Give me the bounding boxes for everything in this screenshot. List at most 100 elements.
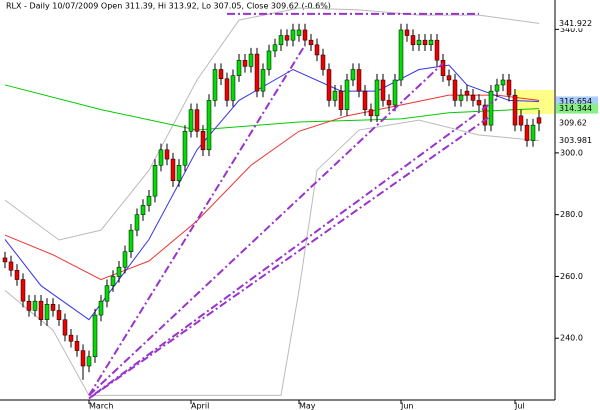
x-tick-label: Jun — [400, 402, 414, 410]
candle-body — [434, 39, 440, 61]
candle-body — [350, 69, 356, 81]
candle-body — [308, 39, 314, 46]
candle-body — [266, 50, 272, 70]
candle-body — [158, 149, 164, 166]
price-label: 314.344 — [559, 104, 592, 113]
candle-body — [56, 310, 62, 320]
y-tick-label: 340.0 — [560, 25, 583, 34]
candle-body — [74, 341, 80, 351]
candle-body — [248, 53, 254, 67]
candle-body — [428, 39, 434, 46]
candle-body — [482, 104, 488, 126]
candle-body — [386, 100, 392, 106]
x-tick-label: March — [89, 402, 113, 410]
candle-body — [254, 53, 260, 92]
candle-body — [452, 79, 458, 101]
candle-body — [362, 90, 368, 110]
x-tick-label: May — [299, 402, 316, 410]
candle-body — [470, 94, 476, 101]
y-tick-label: 300.0 — [560, 148, 583, 157]
candle-body — [218, 69, 224, 80]
candle-body — [272, 44, 278, 52]
candle-body — [92, 314, 98, 358]
chart-title: RLX - Daily 10/07/2009 Open 311.39, Hi 3… — [6, 2, 331, 11]
candle-body — [104, 285, 110, 302]
indicator-line — [4, 119, 540, 396]
candle-body — [44, 303, 50, 320]
price-box — [556, 103, 598, 114]
y-tick-label: 280.0 — [560, 210, 583, 219]
candle-body — [212, 69, 218, 101]
price-label: 316.654 — [559, 97, 592, 106]
candle-body — [38, 300, 44, 320]
price-box — [556, 96, 598, 107]
candle-body — [206, 100, 212, 151]
candle-body — [512, 94, 518, 126]
candle-body — [320, 54, 326, 70]
price-box — [556, 118, 598, 129]
candle-body — [284, 35, 290, 41]
candle-body — [506, 79, 512, 96]
candle-body — [314, 44, 320, 56]
trend-line — [88, 62, 444, 397]
price-label: 341.922 — [559, 19, 592, 28]
candle-body — [392, 79, 398, 106]
candle-body — [374, 79, 380, 117]
candle-body — [224, 78, 230, 101]
price-box — [556, 135, 598, 146]
price-box — [556, 18, 598, 29]
candle-body — [242, 59, 248, 67]
indicator-line — [4, 84, 540, 131]
candle-body — [116, 266, 122, 277]
candle-body — [446, 75, 452, 81]
candle-body — [440, 59, 446, 76]
candle-body — [194, 109, 200, 132]
candle-body — [404, 29, 410, 36]
candle-body — [236, 59, 242, 76]
candle-body — [170, 158, 176, 181]
candle-body — [146, 195, 152, 206]
candle-body — [176, 165, 182, 181]
candle-body — [86, 356, 92, 367]
candle-body — [368, 109, 374, 117]
candle-body — [458, 94, 464, 101]
candle-body — [32, 300, 38, 311]
candle-body — [230, 75, 236, 101]
candle-body — [518, 115, 524, 126]
candle-body — [164, 149, 170, 160]
candle-body — [380, 79, 386, 101]
candle-body — [2, 257, 8, 263]
candle-body — [344, 79, 350, 110]
y-tick-label: 260.0 — [560, 272, 583, 281]
candle-body — [530, 124, 536, 141]
candle-body — [140, 205, 146, 215]
x-tick-label: Jul — [514, 402, 525, 410]
highlight-box — [514, 90, 554, 114]
candle-body — [122, 251, 128, 268]
candle-body — [260, 69, 266, 92]
candle-body — [494, 84, 500, 92]
candle-body — [188, 109, 194, 132]
candle-body — [476, 100, 482, 106]
candle-body — [338, 90, 344, 110]
candle-body — [524, 124, 530, 141]
candle-body — [8, 261, 14, 271]
candle-body — [290, 29, 296, 41]
candle-body — [488, 90, 494, 126]
trend-line — [88, 44, 306, 396]
candle-body — [182, 131, 188, 166]
candle-body — [110, 276, 116, 286]
candle-body — [68, 334, 74, 342]
candle-body — [464, 90, 470, 96]
candle-body — [536, 117, 542, 124]
trend-line — [88, 115, 492, 400]
candle-body — [500, 79, 506, 86]
candle-body — [422, 39, 428, 46]
trend-line — [94, 98, 498, 395]
candle-body — [20, 279, 26, 302]
indicator-line — [4, 7, 540, 241]
y-tick-label: 240.0 — [560, 334, 583, 343]
candle-body — [14, 270, 20, 280]
